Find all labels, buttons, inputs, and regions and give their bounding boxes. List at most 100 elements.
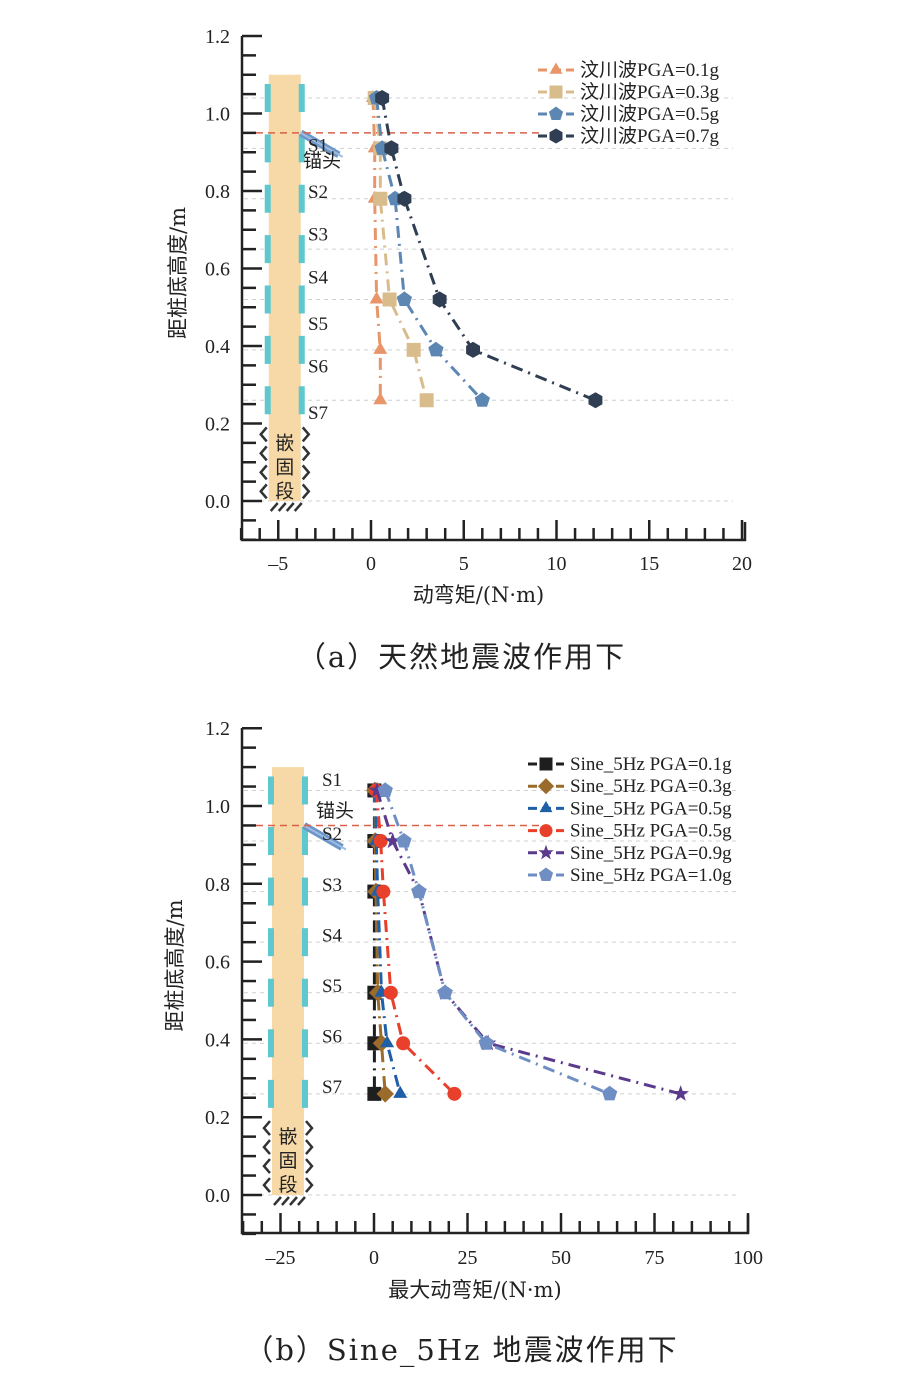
data-point	[373, 834, 388, 849]
data-point	[396, 1036, 411, 1051]
embedded-segment-label: 段	[278, 1174, 297, 1196]
data-point	[375, 90, 390, 106]
hatch-mark	[301, 445, 311, 462]
legend-label: Sine_5Hz PGA=0.5g	[570, 821, 732, 842]
legend: 汶川波PGA=0.1g汶川波PGA=0.3g汶川波PGA=0.5g汶川波PGA=…	[538, 59, 719, 147]
series-3	[368, 90, 490, 407]
data-point	[396, 833, 412, 848]
sensor-marker-left	[267, 1029, 274, 1058]
legend-label: 汶川波PGA=0.7g	[580, 125, 719, 147]
series-line	[371, 97, 382, 401]
hatch-mark	[305, 1158, 314, 1174]
pile-body	[271, 767, 304, 1195]
y-tick-label: 0.0	[205, 491, 230, 513]
x-tick-label: 100	[733, 1247, 763, 1269]
embedded-segment-label: 固	[275, 457, 294, 478]
hatch-mark	[301, 464, 311, 481]
sensor-marker-left	[264, 335, 271, 364]
y-tick-label: 0.0	[205, 1185, 230, 1207]
data-point	[397, 190, 412, 207]
hatch-mark	[277, 502, 287, 512]
sensor-marker-left	[267, 1079, 274, 1108]
anchor-head-label: 锚头	[303, 150, 341, 172]
hatch-mark	[293, 502, 303, 512]
x-tick-label: 15	[639, 553, 659, 575]
sensor-marker-left	[264, 285, 271, 314]
y-tick-label: 1.0	[205, 796, 230, 818]
data-point	[380, 1035, 395, 1048]
axes	[240, 726, 750, 1236]
legend-marker	[537, 778, 555, 795]
x-tick-label: 25	[458, 1247, 478, 1269]
data-point	[377, 782, 393, 797]
y-tick-label: 0.2	[205, 1107, 230, 1129]
sensor-marker-left	[264, 235, 271, 264]
data-point	[437, 984, 453, 1000]
data-point	[419, 393, 434, 408]
legend-marker	[548, 106, 564, 120]
sensor-marker-left	[264, 184, 271, 213]
sensor-label: S4	[322, 925, 343, 946]
y-tick-label: 1.0	[205, 104, 230, 126]
hatch-mark	[259, 445, 268, 462]
data-point	[376, 1085, 394, 1103]
caption-b: （b）Sine_5Hz 地震波作用下	[244, 1333, 679, 1367]
hatch-mark	[262, 1120, 271, 1136]
data-point	[376, 884, 391, 899]
legend-label: 汶川波PGA=0.5g	[580, 103, 719, 125]
sensor-marker-left	[264, 84, 271, 112]
sensor-label: S2	[308, 182, 328, 203]
y-tick-label: 1.2	[205, 26, 230, 48]
data-point	[432, 291, 447, 308]
x-tick-label: 50	[551, 1247, 571, 1269]
data-point	[588, 392, 603, 409]
embedded-segment-label: 嵌	[275, 432, 294, 454]
hatch-mark	[301, 426, 311, 443]
sensor-label: S1	[308, 136, 328, 157]
data-point	[382, 292, 397, 307]
hatch-mark	[262, 1139, 271, 1155]
sensor-marker-left	[267, 827, 274, 856]
data-point	[428, 341, 444, 357]
x-tick-label: 0	[369, 1247, 379, 1269]
sensor-marker-left	[264, 386, 271, 415]
sensor-label: S6	[308, 356, 328, 377]
data-point	[447, 1086, 462, 1101]
legend-marker	[549, 85, 563, 99]
sensor-marker-right	[301, 877, 308, 906]
data-point	[466, 341, 480, 358]
data-point	[602, 1085, 618, 1101]
embedded-segment-label: 段	[275, 480, 294, 502]
legend-marker	[539, 757, 553, 771]
hatch-mark	[297, 1196, 306, 1206]
sensor-label: S7	[322, 1077, 342, 1098]
sensor-marker-right	[298, 285, 305, 314]
y-tick-label: 0.4	[205, 336, 230, 358]
x-tick-label: –5	[267, 553, 288, 575]
sensor-label: S1	[322, 770, 342, 791]
sensor-marker-left	[264, 134, 271, 163]
legend-marker	[549, 128, 563, 144]
data-point	[367, 1086, 382, 1101]
sensor-marker-right	[298, 235, 305, 264]
y-tick-label: 0.6	[205, 952, 230, 974]
hatch-mark	[259, 464, 268, 481]
legend-marker	[549, 62, 563, 74]
sensor-label: S3	[308, 225, 328, 246]
data-point	[393, 1085, 408, 1098]
data-point	[368, 781, 386, 798]
sensor-label: S7	[308, 403, 328, 424]
embedded-hatching	[262, 1120, 314, 1206]
series-line	[380, 97, 597, 402]
x-tick-label: –25	[265, 1247, 296, 1269]
sensor-marker-right	[301, 776, 308, 805]
hatch-mark	[305, 1120, 314, 1136]
sensor-label: S3	[322, 875, 342, 896]
y-axis-title: 距桩底高度/m	[166, 207, 190, 339]
data-point	[406, 342, 421, 357]
series-line	[374, 790, 402, 1095]
legend-label: Sine_5Hz PGA=1.0g	[570, 865, 732, 886]
data-point	[384, 832, 401, 849]
hatch-mark	[259, 483, 268, 500]
series-line	[373, 790, 387, 1095]
